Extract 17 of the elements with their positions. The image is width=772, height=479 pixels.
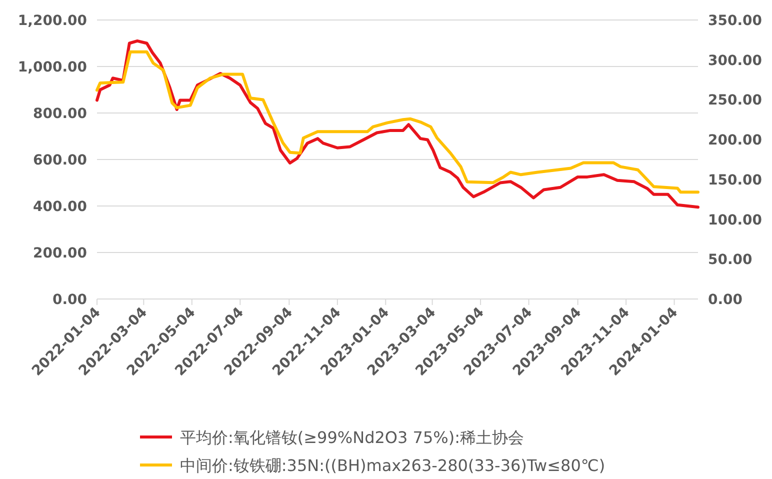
y2-tick-label: 0.00 [708, 292, 743, 308]
y2-tick-label: 100.00 [708, 212, 762, 228]
y-tick-label: 600.00 [32, 152, 88, 168]
legend-label: 平均价:氧化镨钕(≥99%Nd2O3 75%):稀土协会 [180, 428, 524, 447]
y2-tick-label: 300.00 [708, 52, 762, 69]
y2-tick-label: 350.00 [708, 13, 762, 29]
y2-tick-label: 200.00 [708, 132, 762, 149]
y2-tick-label: 150.00 [708, 172, 762, 188]
y-tick-label: 0.00 [52, 292, 88, 308]
y-tick-label: 1,000.00 [18, 60, 88, 76]
y-tick-label: 200.00 [32, 246, 88, 262]
legend-label: 中间价:钕铁硼:35N:((BH)max263-280(33-36)Tw≤80℃) [180, 456, 606, 475]
y-tick-label: 1,200.00 [18, 13, 88, 29]
y-tick-label: 400.00 [32, 199, 88, 215]
y2-tick-label: 50.00 [708, 252, 753, 268]
y2-tick-label: 250.00 [708, 92, 762, 109]
y-tick-label: 800.00 [32, 106, 88, 122]
